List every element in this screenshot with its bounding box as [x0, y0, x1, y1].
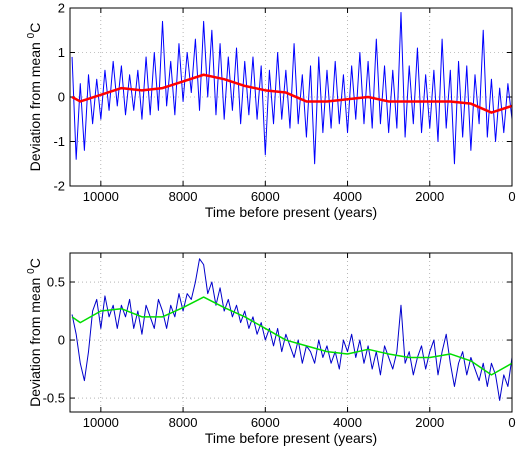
y-axis-label: Deviation from mean 0C — [26, 23, 43, 172]
x-tick-label: 0 — [508, 189, 515, 204]
data-line — [71, 296, 513, 376]
data-line — [71, 73, 513, 114]
y-axis-label-unit: C — [27, 258, 43, 268]
y-axis-label-text: Deviation from mean — [27, 38, 43, 171]
x-axis-label: Time before present (years) — [205, 204, 377, 220]
y-axis-label-sup: 0 — [26, 32, 37, 38]
plot-frame — [69, 252, 513, 413]
y-tick-label: 1 — [58, 45, 65, 60]
plot-frame — [69, 7, 513, 187]
x-tick-label: 2000 — [415, 189, 444, 204]
y-tick-label: 2 — [58, 1, 65, 16]
x-axis-label: Time before present (years) — [205, 430, 377, 446]
y-axis-label-sup: 0 — [26, 268, 37, 274]
x-tick-label: 4000 — [333, 415, 362, 430]
plot-area — [70, 253, 512, 412]
x-tick-label: 6000 — [251, 415, 280, 430]
y-tick-label: 0.5 — [47, 275, 65, 290]
x-tick-label: 10000 — [83, 415, 119, 430]
x-tick-label: 0 — [508, 415, 515, 430]
x-tick-label: 2000 — [415, 415, 444, 430]
y-tick-label: 0 — [58, 90, 65, 105]
x-tick-label: 8000 — [169, 415, 198, 430]
x-tick-label: 6000 — [251, 189, 280, 204]
y-tick-label: -2 — [53, 179, 65, 194]
y-tick-label: -0.5 — [43, 391, 65, 406]
y-tick-label: -1 — [53, 134, 65, 149]
subplot: 10000 8000 6000 4000 2000 0 -2 -1 0 1 2 Time before… — [26, 1, 516, 221]
x-tick-label: 10000 — [83, 189, 119, 204]
y-axis-label: Deviation from mean 0C — [26, 258, 43, 407]
x-tick-label: 8000 — [169, 189, 198, 204]
subplot: 10000 8000 6000 4000 2000 0 -0.5 0 0.5 Time befor… — [26, 252, 516, 446]
y-axis-label-text: Deviation from mean — [27, 274, 43, 407]
x-tick-label: 4000 — [333, 189, 362, 204]
data-line — [71, 258, 513, 401]
y-axis-label-unit: C — [27, 23, 43, 33]
y-tick-label: 0 — [58, 333, 65, 348]
data-line — [71, 11, 513, 165]
